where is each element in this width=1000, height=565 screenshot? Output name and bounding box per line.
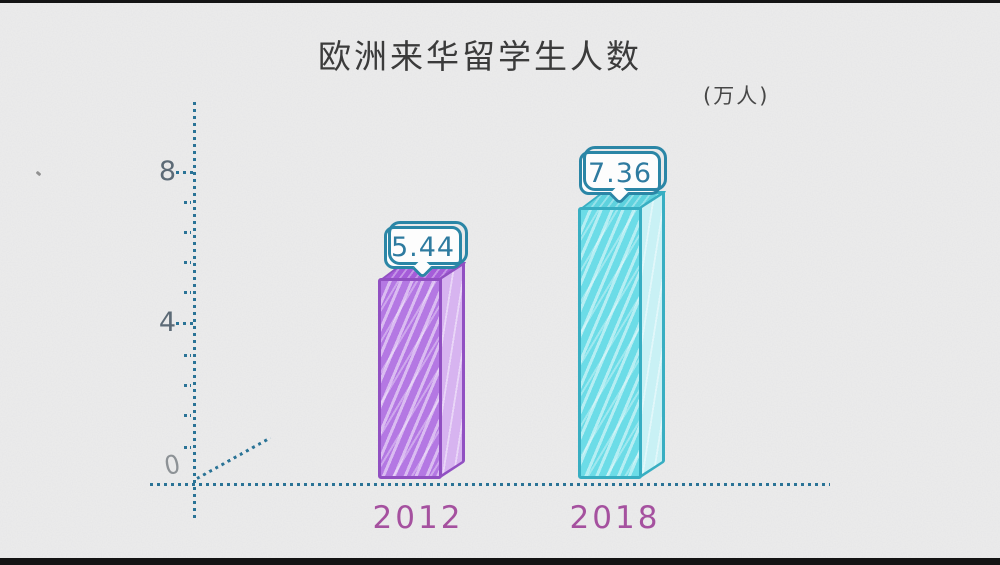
data-label-bubble-2018: 7.36	[579, 146, 667, 205]
y-minor-tick	[184, 446, 191, 449]
y-minor-tick	[184, 354, 191, 357]
y-minor-tick	[184, 291, 191, 294]
x-label-2012: 2012	[372, 500, 464, 536]
x-axis-line	[150, 483, 830, 486]
y-axis-line	[193, 102, 196, 522]
bar-2018-side-face	[639, 190, 665, 479]
y-minor-tick	[184, 414, 191, 417]
y-minor-tick	[184, 201, 191, 204]
y-minor-tick	[184, 231, 191, 234]
bar-2012-side-face	[439, 261, 465, 479]
y-tick-4	[176, 322, 194, 325]
chart-title: 欧洲来华留学生人数	[318, 37, 642, 76]
data-label-bubble-2012: 5.44	[384, 221, 468, 279]
bar-2012-front-face	[378, 278, 442, 479]
y-tick-label-4: 4	[158, 307, 176, 338]
bar-2018-front-face	[578, 207, 642, 479]
y-minor-ticks	[184, 196, 194, 456]
letterbox-top-bar	[0, 0, 1000, 3]
unit-label: (万人)	[703, 84, 770, 108]
y-tick-8	[176, 171, 194, 174]
x-label-2018: 2018	[569, 500, 661, 536]
y-tick-label-8: 8	[158, 156, 176, 187]
y-minor-tick	[184, 384, 191, 387]
dust-speck	[35, 170, 42, 177]
y-minor-tick	[184, 261, 191, 264]
origin-label: 0	[161, 448, 183, 482]
letterbox-bottom-bar	[0, 558, 1000, 565]
origin-diagonal-line	[196, 436, 272, 480]
